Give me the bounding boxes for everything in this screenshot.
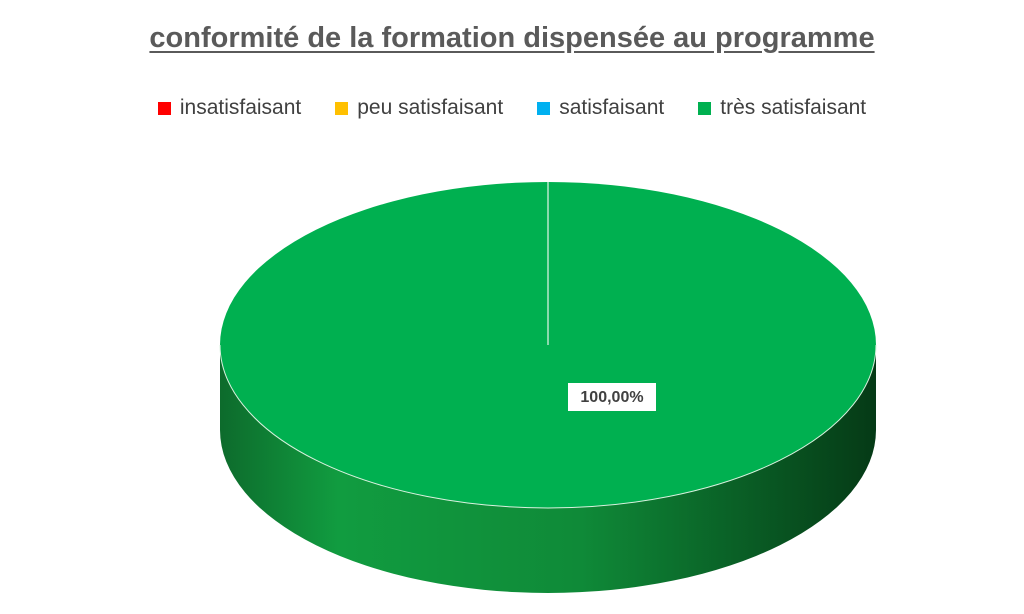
legend-item-peu-satisfaisant: peu satisfaisant: [335, 96, 503, 120]
legend-item-satisfaisant: satisfaisant: [537, 96, 664, 120]
legend-swatch: [157, 101, 171, 115]
chart-legend: insatisfaisant peu satisfaisant satisfai…: [0, 96, 1024, 120]
legend-item-insatisfaisant: insatisfaisant: [157, 96, 302, 120]
legend-label: très satisfaisant: [720, 96, 867, 119]
pie-layer: [219, 182, 877, 593]
pie-rim-highlight: [219, 344, 877, 509]
legend-label: insatisfaisant: [179, 96, 302, 119]
legend-swatch: [335, 101, 349, 115]
legend-item-tres-satisfaisant: très satisfaisant: [698, 96, 866, 120]
pie-side-wall: [220, 345, 876, 593]
data-label: 100,00%: [568, 383, 656, 411]
legend-swatch: [698, 101, 712, 115]
legend-swatch: [537, 101, 551, 115]
legend-label: satisfaisant: [559, 96, 665, 119]
chart-title: conformité de la formation dispensée au …: [149, 22, 875, 54]
data-label-box: [568, 383, 656, 411]
data-label-text: 100,00%: [580, 389, 643, 406]
legend-label: peu satisfaisant: [357, 96, 504, 119]
